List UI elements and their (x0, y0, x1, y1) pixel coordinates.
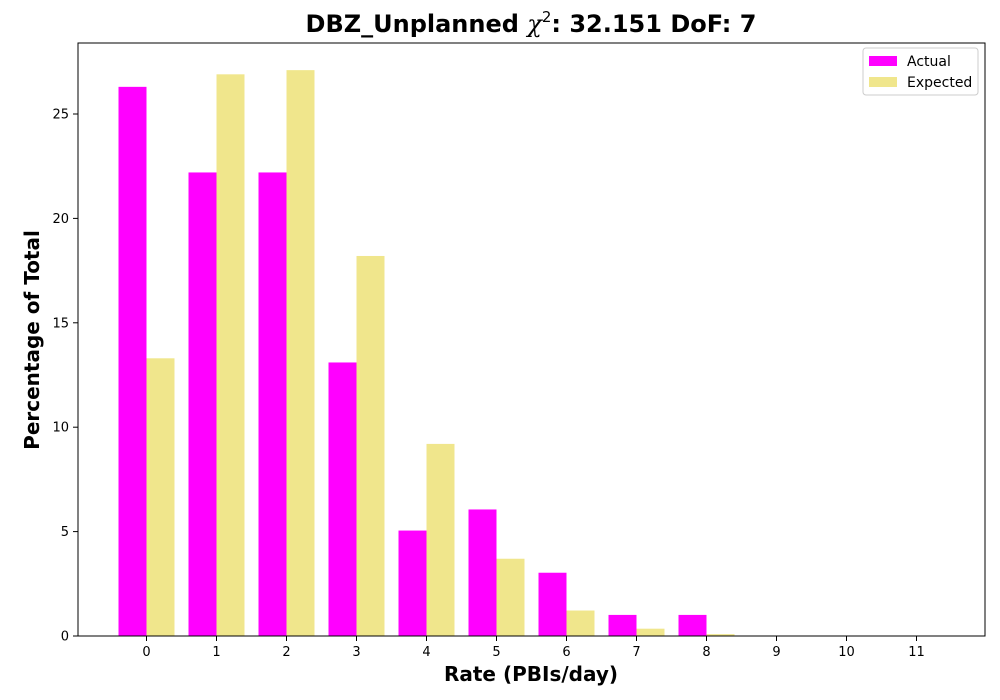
x-tick-label: 10 (838, 645, 855, 660)
bar-actual-2 (258, 172, 287, 636)
y-tick-label: 15 (52, 316, 69, 331)
title-prefix: DBZ_Unplanned (306, 10, 528, 38)
title-exponent: 2 (542, 8, 552, 26)
x-tick-label: 3 (352, 645, 360, 660)
legend-label-expected: Expected (907, 75, 972, 91)
x-axis-title: Rate (PBIs/day) (444, 662, 618, 686)
x-tick-label: 7 (632, 645, 640, 660)
title-suffix: : 32.151 DoF: 7 (551, 10, 756, 38)
bar-actual-4 (398, 530, 427, 636)
x-tick-label: 8 (702, 645, 710, 660)
y-tick-label: 5 (61, 525, 69, 540)
legend-label-actual: Actual (907, 54, 951, 70)
y-tick-label: 25 (52, 107, 69, 122)
y-axis-title: Percentage of Total (20, 230, 44, 450)
y-tick-label: 20 (52, 212, 69, 227)
bar-expected-6 (566, 610, 595, 636)
title-chi: χ (525, 10, 543, 38)
y-tick-label: 10 (52, 421, 69, 436)
bar-actual-0 (118, 86, 147, 637)
x-tick-label: 6 (562, 645, 570, 660)
bar-actual-5 (468, 509, 497, 636)
legend-swatch-expected (869, 77, 897, 87)
x-tick-label: 11 (908, 645, 925, 660)
bar-expected-0 (146, 358, 175, 636)
bar-expected-1 (216, 74, 245, 636)
x-tick-label: 2 (282, 645, 290, 660)
bar-actual-7 (608, 614, 637, 636)
x-tick-label: 9 (772, 645, 780, 660)
y-tick-label: 0 (61, 630, 69, 645)
plot-frame (77, 42, 986, 637)
chart-title: DBZ_Unplanned χ2: 32.151 DoF: 7 (306, 8, 757, 38)
bar-actual-6 (538, 572, 567, 636)
x-tick-label: 5 (492, 645, 500, 660)
bar-actual-8 (678, 614, 707, 636)
legend-swatch-actual (869, 56, 897, 66)
legend: Actual Expected (862, 47, 979, 96)
bar-expected-3 (356, 255, 385, 636)
bar-expected-7 (636, 628, 665, 636)
bar-actual-1 (188, 172, 217, 636)
bar-actual-3 (328, 362, 357, 636)
x-tick-label: 4 (422, 645, 430, 660)
bar-expected-8 (706, 634, 735, 636)
bar-expected-4 (426, 443, 455, 636)
bar-expected-2 (286, 70, 315, 637)
x-tick-label: 0 (142, 645, 150, 660)
bar-expected-5 (496, 558, 525, 636)
x-tick-label: 1 (212, 645, 220, 660)
